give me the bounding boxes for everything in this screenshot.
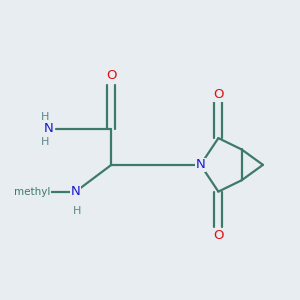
Text: O: O — [106, 69, 117, 82]
Text: N: N — [44, 122, 53, 135]
Text: N: N — [196, 158, 206, 171]
Text: H: H — [40, 137, 49, 147]
Text: methyl: methyl — [14, 187, 50, 196]
Text: N: N — [71, 185, 81, 198]
Text: H: H — [73, 206, 81, 217]
Text: O: O — [213, 88, 224, 101]
Text: O: O — [213, 229, 224, 242]
Text: H: H — [40, 112, 49, 122]
